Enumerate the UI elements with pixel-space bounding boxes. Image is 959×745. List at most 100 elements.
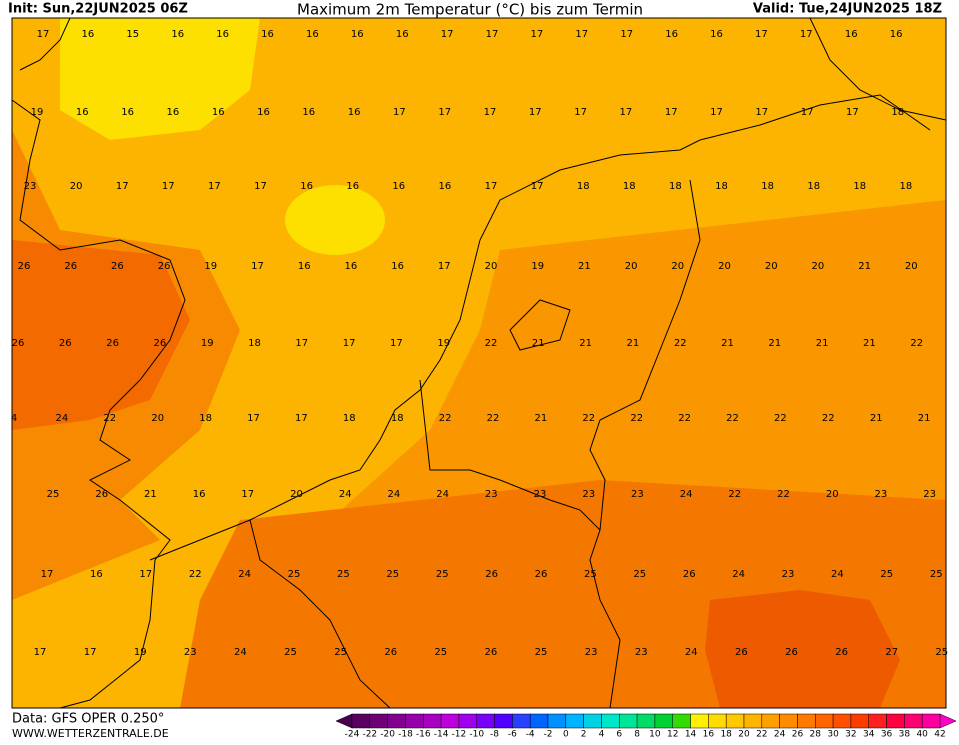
temperature-label: 22 [103, 413, 116, 424]
temperature-label: 17 [529, 107, 542, 118]
scale-box [440, 713, 460, 729]
temperature-label: 25 [434, 647, 447, 658]
temperature-label: 22 [674, 338, 687, 349]
temperature-label: 20 [905, 261, 918, 272]
temperature-label: 22 [582, 413, 595, 424]
scale-box [476, 713, 495, 729]
temperature-label: 18 [761, 181, 774, 192]
scale-box [868, 713, 887, 729]
scale-box [886, 713, 905, 729]
temperature-label: 17 [575, 29, 588, 40]
scale-box [761, 713, 780, 729]
temperature-label: 25 [930, 569, 943, 580]
temperature-label: 20 [765, 261, 778, 272]
map-field [12, 18, 946, 708]
temperature-label: 24 [238, 569, 251, 580]
scale-tick-label: -10 [469, 730, 484, 740]
temperature-label: 18 [900, 181, 913, 192]
value-labels: 17 16 15 16 16 16 16 16 16 17 17 17 17 17 16 16 17 17 16 16… [11, 29, 948, 658]
temperature-label: 26 [835, 647, 848, 658]
temperature-label: 19 [31, 107, 44, 118]
temperature-label: 22 [777, 489, 790, 500]
temperature-label: 16 [261, 29, 274, 40]
temperature-label: 16 [298, 261, 311, 272]
temperature-label: 26 [154, 338, 167, 349]
scale-box [654, 713, 673, 729]
temperature-label: 17 [241, 489, 254, 500]
temperature-label: 18 [807, 181, 820, 192]
temperature-label: 20 [151, 413, 164, 424]
scale-tick-label: 12 [667, 730, 678, 740]
scale-tick-label: -8 [490, 730, 499, 740]
temperature-label: 16 [439, 181, 452, 192]
temperature-label: 17 [254, 181, 267, 192]
scale-low-arrow [335, 713, 353, 729]
temperature-label: 21 [858, 261, 871, 272]
temperature-label: 25 [288, 569, 301, 580]
temperature-label: 17 [34, 647, 47, 658]
scale-tick-label: 14 [685, 730, 697, 740]
temperature-label: 24 [436, 489, 449, 500]
temperature-label: 26 [18, 261, 31, 272]
temperature-label: 16 [845, 29, 858, 40]
scale-tick-label: 34 [863, 730, 875, 740]
temperature-label: 17 [41, 569, 54, 580]
scale-tick-label: 42 [934, 730, 945, 740]
temperature-label: 21 [578, 261, 591, 272]
temperature-label: 20 [70, 181, 83, 192]
temperature-label: 15 [126, 29, 139, 40]
temperature-label: 17 [620, 29, 633, 40]
scale-box [494, 713, 513, 729]
temperature-label: 16 [665, 29, 678, 40]
temperature-label: 23 [184, 647, 197, 658]
temperature-label: 16 [392, 181, 405, 192]
temperature-label: 25 [535, 647, 548, 658]
temperature-label: 17 [441, 29, 454, 40]
temperature-label: 16 [351, 29, 364, 40]
temperature-label: 23 [923, 489, 936, 500]
temperature-label: 18 [577, 181, 590, 192]
temperature-label: 26 [106, 338, 119, 349]
temperature-label: 21 [532, 338, 545, 349]
temperature-label: 24 [234, 647, 247, 658]
temperature-label: 21 [863, 338, 876, 349]
temperature-label: 16 [216, 29, 229, 40]
temperature-label: 21 [768, 338, 781, 349]
scale-box [708, 713, 727, 729]
temperature-label: 18 [623, 181, 636, 192]
temperature-label: 17 [139, 569, 152, 580]
scale-box [672, 713, 691, 729]
temperature-label: 17 [846, 107, 859, 118]
scale-tick-label: 30 [827, 730, 839, 740]
temperature-label: 17 [343, 338, 356, 349]
temperature-label: 26 [735, 647, 748, 658]
temperature-label: 16 [257, 107, 270, 118]
temperature-label: 23 [24, 181, 37, 192]
scale-box [601, 713, 620, 729]
scale-box [583, 713, 602, 729]
temperature-label: 26 [683, 569, 696, 580]
temperature-label: 17 [800, 29, 813, 40]
temperature-label: 16 [396, 29, 409, 40]
scale-tick-label: -14 [434, 730, 449, 740]
valid-time: Valid: Tue,24JUN2025 18Z [753, 2, 942, 17]
scale-box [369, 713, 388, 729]
temperature-label: 25 [633, 569, 646, 580]
temperature-label: 16 [345, 261, 358, 272]
temperature-label: 17 [620, 107, 633, 118]
temperature-label: 25 [880, 569, 893, 580]
temperature-label: 22 [485, 338, 498, 349]
temperature-label: 25 [337, 569, 350, 580]
temperature-label: 18 [343, 413, 356, 424]
site-name: WWW.WETTERZENTRALE.DE [12, 727, 169, 740]
temperature-label: 22 [774, 413, 787, 424]
temperature-label: 22 [630, 413, 643, 424]
temperature-label: 22 [678, 413, 691, 424]
scale-box [636, 713, 656, 729]
scale-tick-label: -16 [416, 730, 431, 740]
temperature-label: 26 [384, 647, 397, 658]
temperature-label: 22 [726, 413, 739, 424]
temperature-label: 25 [436, 569, 449, 580]
scale-tick-label: 22 [756, 730, 767, 740]
temperature-label: 21 [721, 338, 734, 349]
